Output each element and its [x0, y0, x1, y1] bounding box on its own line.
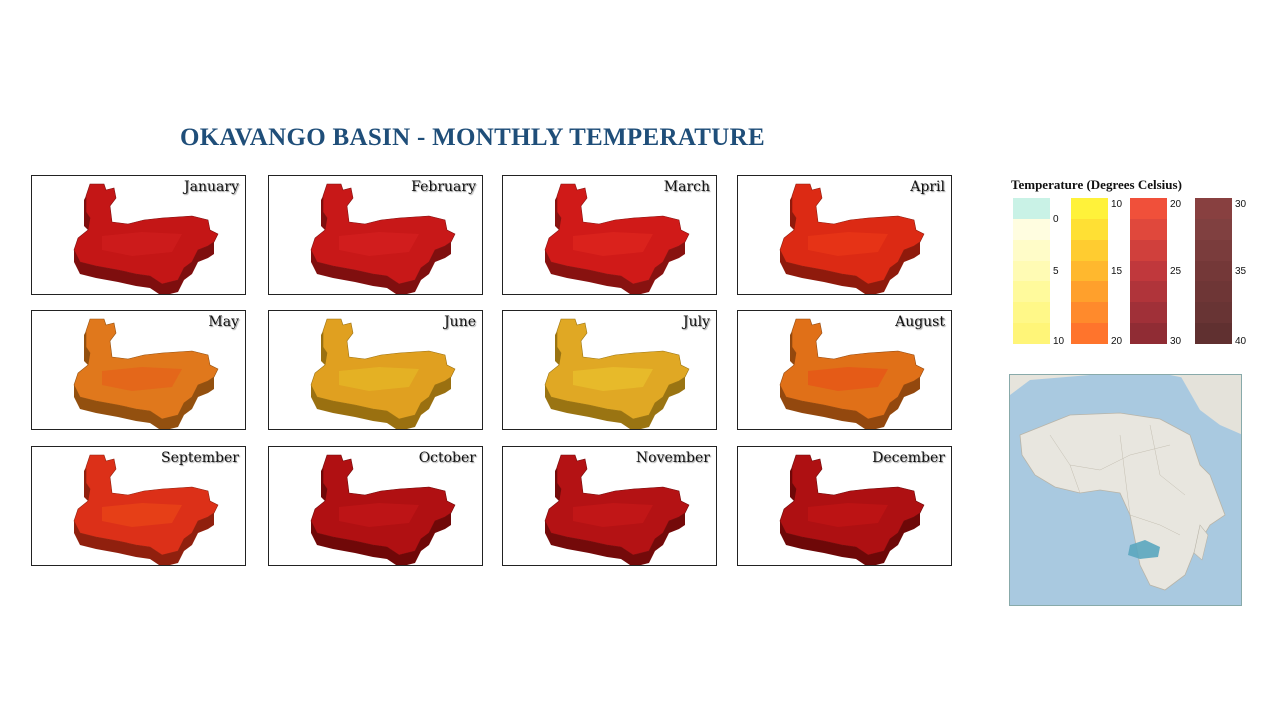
legend-tick-label: 30 — [1235, 199, 1247, 210]
legend-ramp — [1071, 198, 1108, 344]
month-map-january: January — [31, 175, 246, 295]
month-label: October — [418, 450, 476, 466]
legend-tick-label: 5 — [1053, 266, 1059, 277]
month-map-february: February — [268, 175, 483, 295]
month-map-may: May — [31, 310, 246, 430]
month-map-june: June — [268, 310, 483, 430]
month-map-october: October — [268, 446, 483, 566]
basin-3d-shape — [779, 318, 925, 429]
legend-tick-label: 20 — [1111, 336, 1123, 347]
basin-3d-shape — [310, 318, 456, 429]
month-map-march: March — [502, 175, 717, 295]
basin-3d-shape — [73, 454, 219, 565]
basin-3d-shape — [73, 318, 219, 429]
legend-ramp — [1013, 198, 1050, 344]
legend-tick-label: 30 — [1170, 336, 1182, 347]
month-map-july: July — [502, 310, 717, 430]
basin-3d-shape — [310, 454, 456, 565]
page-title: OKAVANGO BASIN - MONTHLY TEMPERATURE — [180, 124, 765, 151]
month-map-december: December — [737, 446, 952, 566]
month-label: February — [411, 179, 476, 195]
basin-3d-shape — [310, 183, 456, 294]
month-label: December — [872, 450, 945, 466]
month-map-april: April — [737, 175, 952, 295]
basin-3d-shape — [544, 454, 690, 565]
month-label: March — [663, 179, 710, 195]
legend-ramp — [1195, 198, 1232, 344]
legend-tick-label: 35 — [1235, 266, 1247, 277]
basin-3d-shape — [544, 318, 690, 429]
basin-3d-shape — [779, 454, 925, 565]
month-label: August — [895, 314, 945, 330]
basin-3d-shape — [73, 183, 219, 294]
month-map-november: November — [502, 446, 717, 566]
legend-tick-label: 25 — [1170, 266, 1182, 277]
africa-locator-map — [1009, 374, 1242, 606]
basin-3d-shape — [779, 183, 925, 294]
legend-title: Temperature (Degrees Celsius) — [1011, 177, 1182, 192]
legend-tick-label: 20 — [1170, 199, 1182, 210]
month-label: April — [910, 179, 945, 195]
month-map-august: August — [737, 310, 952, 430]
month-label: July — [682, 314, 710, 330]
legend-tick-label: 15 — [1111, 266, 1123, 277]
basin-3d-shape — [544, 183, 690, 294]
month-label: June — [444, 314, 476, 330]
legend-tick-label: 40 — [1235, 336, 1247, 347]
month-label: May — [208, 314, 239, 330]
legend-tick-label: 0 — [1053, 214, 1059, 225]
legend-ramp — [1130, 198, 1167, 344]
month-map-september: September — [31, 446, 246, 566]
legend-tick-label: 10 — [1053, 336, 1065, 347]
legend-tick-label: 10 — [1111, 199, 1123, 210]
month-label: January — [184, 179, 239, 195]
month-label: November — [635, 450, 710, 466]
month-label: September — [161, 450, 239, 466]
